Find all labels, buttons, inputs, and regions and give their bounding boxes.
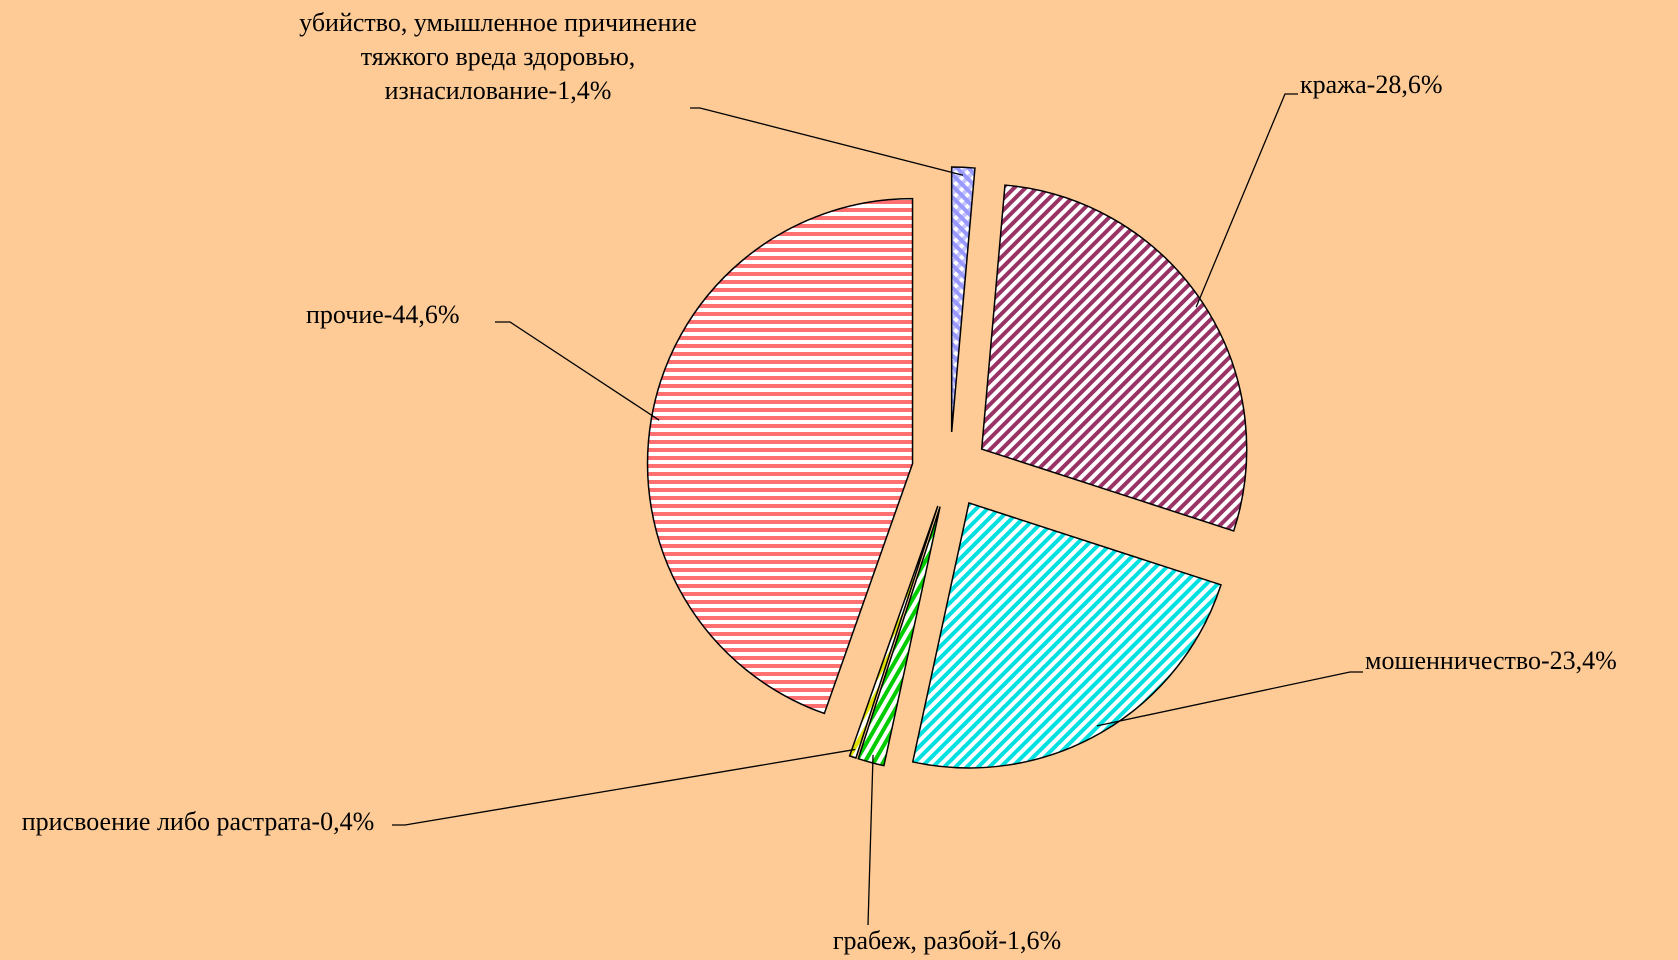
slice-label: присвоение либо растрата-0,4% <box>21 807 375 836</box>
slice-label: убийство, умышленное причинение тяжкого … <box>299 8 697 105</box>
pie-slice <box>980 184 1248 532</box>
leader-line <box>495 321 660 421</box>
pie-slice <box>848 505 939 759</box>
slice-label: кража-28,6% <box>1300 70 1443 99</box>
leader-line <box>1096 671 1363 727</box>
leader-line <box>392 748 856 826</box>
slice-label: прочие-44,6% <box>306 300 460 329</box>
leader-line <box>1195 93 1298 308</box>
pie-slice <box>857 506 941 767</box>
slice-label: грабеж, разбой-1,6% <box>832 926 1062 955</box>
leader-line <box>690 107 964 176</box>
pie-slice <box>911 501 1222 769</box>
pie-slice <box>950 166 976 433</box>
slice-label: мошенничество-23,4% <box>1365 646 1617 675</box>
pie-slice <box>646 197 914 715</box>
leader-line <box>867 754 874 926</box>
